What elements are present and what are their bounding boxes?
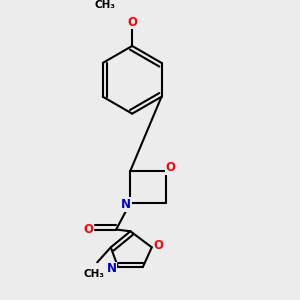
Text: O: O	[165, 161, 175, 174]
Text: N: N	[121, 198, 131, 211]
Text: O: O	[83, 223, 93, 236]
Text: O: O	[127, 16, 137, 28]
Text: CH₃: CH₃	[94, 0, 115, 10]
Text: CH₃: CH₃	[84, 269, 105, 279]
Text: O: O	[153, 239, 163, 252]
Text: N: N	[106, 262, 116, 275]
